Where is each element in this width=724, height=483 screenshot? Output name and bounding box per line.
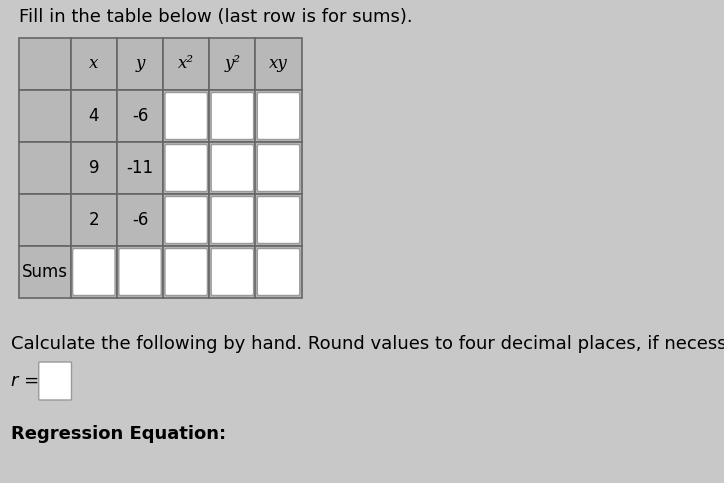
Bar bbox=[19, 90, 71, 142]
FancyBboxPatch shape bbox=[38, 362, 72, 400]
FancyBboxPatch shape bbox=[257, 197, 300, 243]
Bar bbox=[209, 246, 256, 298]
Text: -11: -11 bbox=[127, 159, 153, 177]
Bar bbox=[209, 90, 256, 142]
Bar bbox=[71, 194, 117, 246]
Bar bbox=[256, 246, 302, 298]
FancyBboxPatch shape bbox=[211, 248, 253, 296]
Text: xy: xy bbox=[269, 56, 288, 72]
Bar bbox=[256, 38, 302, 90]
FancyBboxPatch shape bbox=[72, 248, 115, 296]
Bar bbox=[71, 246, 117, 298]
Bar bbox=[256, 142, 302, 194]
FancyBboxPatch shape bbox=[165, 144, 207, 191]
Bar bbox=[117, 38, 163, 90]
Bar bbox=[117, 194, 163, 246]
FancyBboxPatch shape bbox=[211, 93, 253, 140]
Bar bbox=[19, 38, 71, 90]
Text: r =: r = bbox=[11, 372, 39, 390]
Bar bbox=[71, 90, 117, 142]
Text: -6: -6 bbox=[132, 211, 148, 229]
FancyBboxPatch shape bbox=[211, 144, 253, 191]
FancyBboxPatch shape bbox=[119, 248, 161, 296]
Text: x: x bbox=[89, 56, 98, 72]
Bar bbox=[163, 194, 209, 246]
FancyBboxPatch shape bbox=[257, 248, 300, 296]
Text: 2: 2 bbox=[88, 211, 99, 229]
FancyBboxPatch shape bbox=[165, 248, 207, 296]
Bar bbox=[256, 90, 302, 142]
Text: x²: x² bbox=[178, 56, 194, 72]
Bar bbox=[163, 90, 209, 142]
Text: 4: 4 bbox=[88, 107, 99, 125]
Bar bbox=[117, 246, 163, 298]
Bar bbox=[163, 142, 209, 194]
Text: 9: 9 bbox=[88, 159, 99, 177]
Bar bbox=[256, 194, 302, 246]
Bar bbox=[19, 142, 71, 194]
FancyBboxPatch shape bbox=[257, 144, 300, 191]
FancyBboxPatch shape bbox=[211, 197, 253, 243]
Bar bbox=[71, 142, 117, 194]
Bar bbox=[209, 142, 256, 194]
Bar bbox=[71, 38, 117, 90]
Bar bbox=[209, 38, 256, 90]
Bar bbox=[117, 90, 163, 142]
Bar bbox=[117, 142, 163, 194]
Bar bbox=[209, 194, 256, 246]
Text: Fill in the table below (last row is for sums).: Fill in the table below (last row is for… bbox=[19, 8, 412, 26]
Text: Calculate the following by hand. Round values to four decimal places, if necessa: Calculate the following by hand. Round v… bbox=[11, 335, 724, 353]
Text: Regression Equation:: Regression Equation: bbox=[11, 425, 227, 443]
FancyBboxPatch shape bbox=[257, 93, 300, 140]
FancyBboxPatch shape bbox=[165, 93, 207, 140]
Text: y: y bbox=[135, 56, 145, 72]
Bar bbox=[163, 38, 209, 90]
Text: y²: y² bbox=[224, 56, 240, 72]
Bar bbox=[163, 246, 209, 298]
Text: -6: -6 bbox=[132, 107, 148, 125]
Text: Sums: Sums bbox=[22, 263, 67, 281]
Bar bbox=[19, 194, 71, 246]
FancyBboxPatch shape bbox=[165, 197, 207, 243]
Bar bbox=[19, 246, 71, 298]
